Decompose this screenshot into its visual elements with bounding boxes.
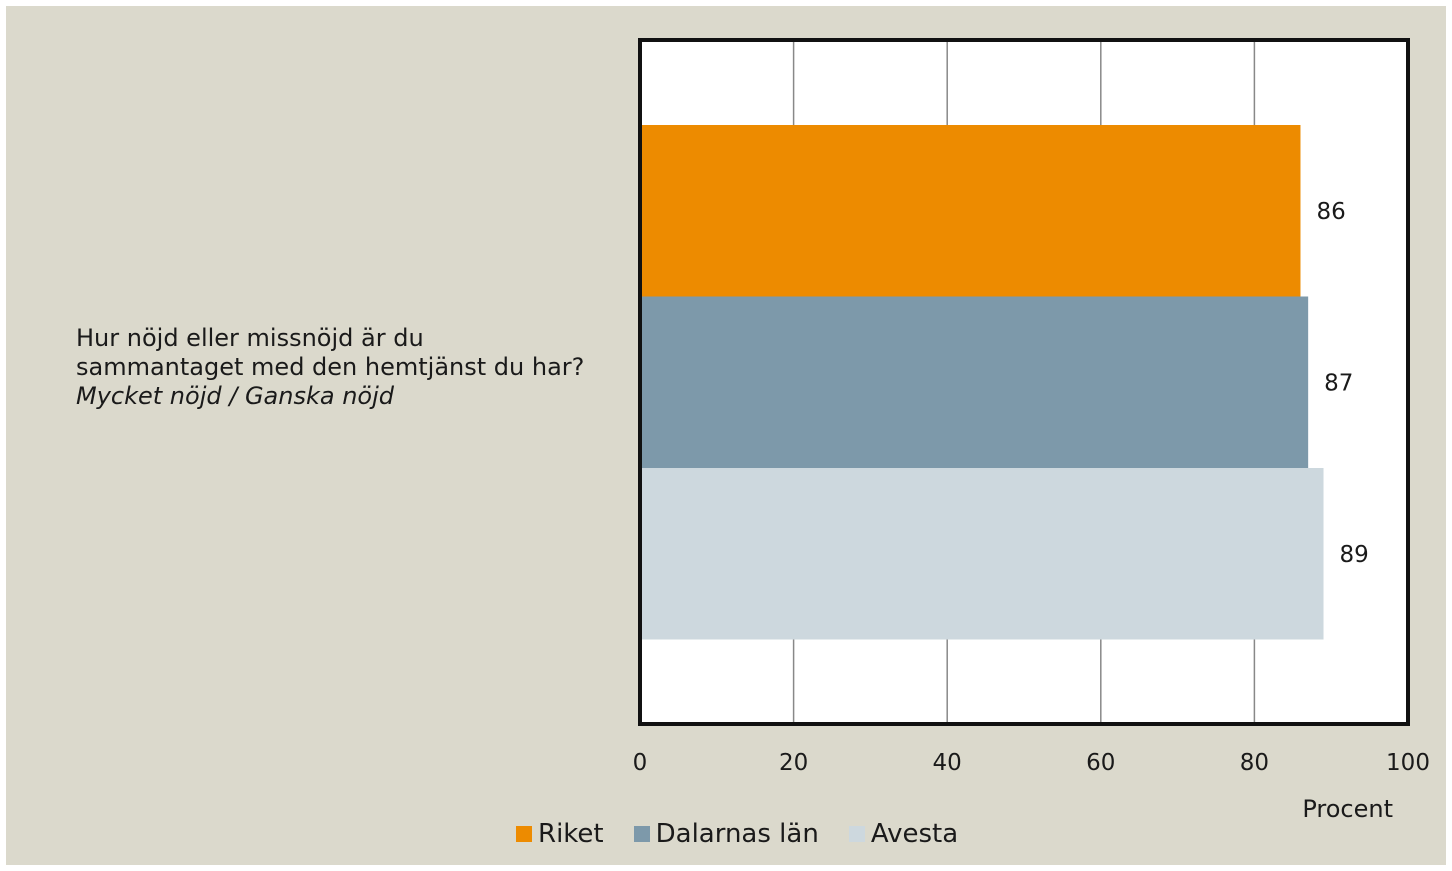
legend-label: Avesta <box>870 819 959 849</box>
legend-item: Riket <box>516 819 604 849</box>
data-label: 87 <box>1324 370 1353 396</box>
value-labels: 86 87 89 <box>1316 199 1368 568</box>
legend-item: Dalarnas län <box>633 819 819 849</box>
question-subtext: Mycket nöjd / Ganska nöjd <box>76 382 394 410</box>
x-tick-label: 40 <box>933 750 962 776</box>
x-axis-label: Procent <box>1302 795 1393 823</box>
plot-border <box>638 38 1410 726</box>
bar <box>640 125 1301 297</box>
legend: Riket Dalarnas län Avesta <box>516 818 958 850</box>
bar <box>640 468 1324 640</box>
data-label: 86 <box>1316 199 1345 225</box>
x-tick-label: 80 <box>1240 750 1269 776</box>
legend-swatch <box>633 826 650 842</box>
x-tick-label: 100 <box>1386 750 1430 776</box>
legend-swatch <box>848 826 865 842</box>
data-label: 89 <box>1340 542 1369 568</box>
bar <box>640 296 1309 468</box>
legend-label: Riket <box>538 819 604 849</box>
x-tick-label: 0 <box>633 750 648 776</box>
legend-item: Avesta <box>848 819 959 849</box>
x-tick-labels: 0 20 40 60 80 100 <box>633 750 1430 776</box>
legend-label: Dalarnas län <box>655 819 819 849</box>
question-main: Hur nöjd eller missnöjd är du sammantage… <box>76 324 585 381</box>
question-text: Hur nöjd eller missnöjd är du sammantage… <box>76 324 596 411</box>
x-tick-label: 20 <box>779 750 808 776</box>
legend-swatch <box>516 826 532 842</box>
bars <box>640 125 1324 640</box>
x-tick-label: 60 <box>1086 750 1115 776</box>
